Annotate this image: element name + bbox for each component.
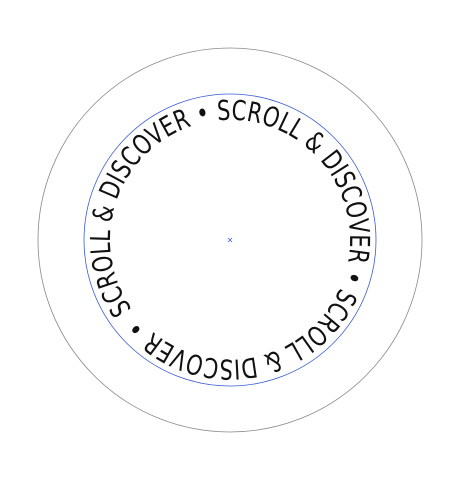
crosshair-center-icon	[227, 237, 233, 243]
inner-guide-circle	[83, 93, 377, 387]
outer-ring	[37, 47, 423, 433]
